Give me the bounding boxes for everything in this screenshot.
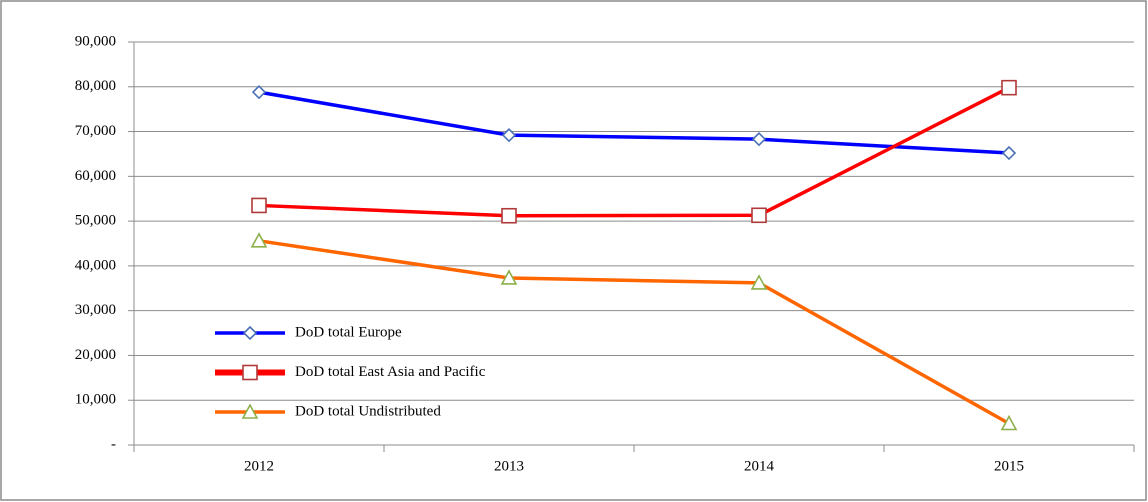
line: [258, 86, 1010, 218]
marker: [241, 403, 259, 419]
x-tick-label: 2014: [744, 458, 775, 474]
marker: [500, 269, 518, 285]
marker: [250, 232, 268, 248]
y-tick-label: 60,000: [75, 168, 116, 184]
y-tick-label: 70,000: [75, 123, 116, 139]
marker: [1001, 79, 1017, 96]
marker: [1000, 414, 1018, 431]
y-tick-label: 50,000: [75, 213, 116, 229]
y-tick-label: -: [111, 436, 116, 452]
line: [258, 239, 1010, 426]
y-tick-label: 90,000: [75, 33, 116, 49]
x-tick-label: 2013: [494, 458, 524, 474]
y-tick-label: 80,000: [75, 78, 116, 94]
marker: [501, 128, 517, 143]
y-tick-label: 30,000: [75, 302, 116, 318]
y-tick-label: 10,000: [75, 392, 116, 408]
marker: [750, 274, 768, 290]
marker: [251, 85, 267, 100]
marker: [242, 364, 258, 381]
marker: [751, 132, 767, 147]
line: [258, 90, 1010, 155]
x-tick-label: 2012: [244, 458, 274, 474]
legend-label: DoD total East Asia and Pacific: [295, 364, 486, 380]
legend-label: DoD total Undistributed: [295, 403, 441, 419]
legend-label: DoD total Europe: [295, 324, 402, 340]
y-tick-label: 40,000: [75, 257, 116, 273]
marker: [242, 325, 258, 341]
marker: [751, 207, 767, 224]
y-tick-label: 20,000: [75, 347, 116, 363]
marker: [251, 197, 267, 214]
marker: [1001, 145, 1017, 161]
marker: [501, 207, 517, 224]
x-tick-label: 2015: [994, 458, 1024, 474]
